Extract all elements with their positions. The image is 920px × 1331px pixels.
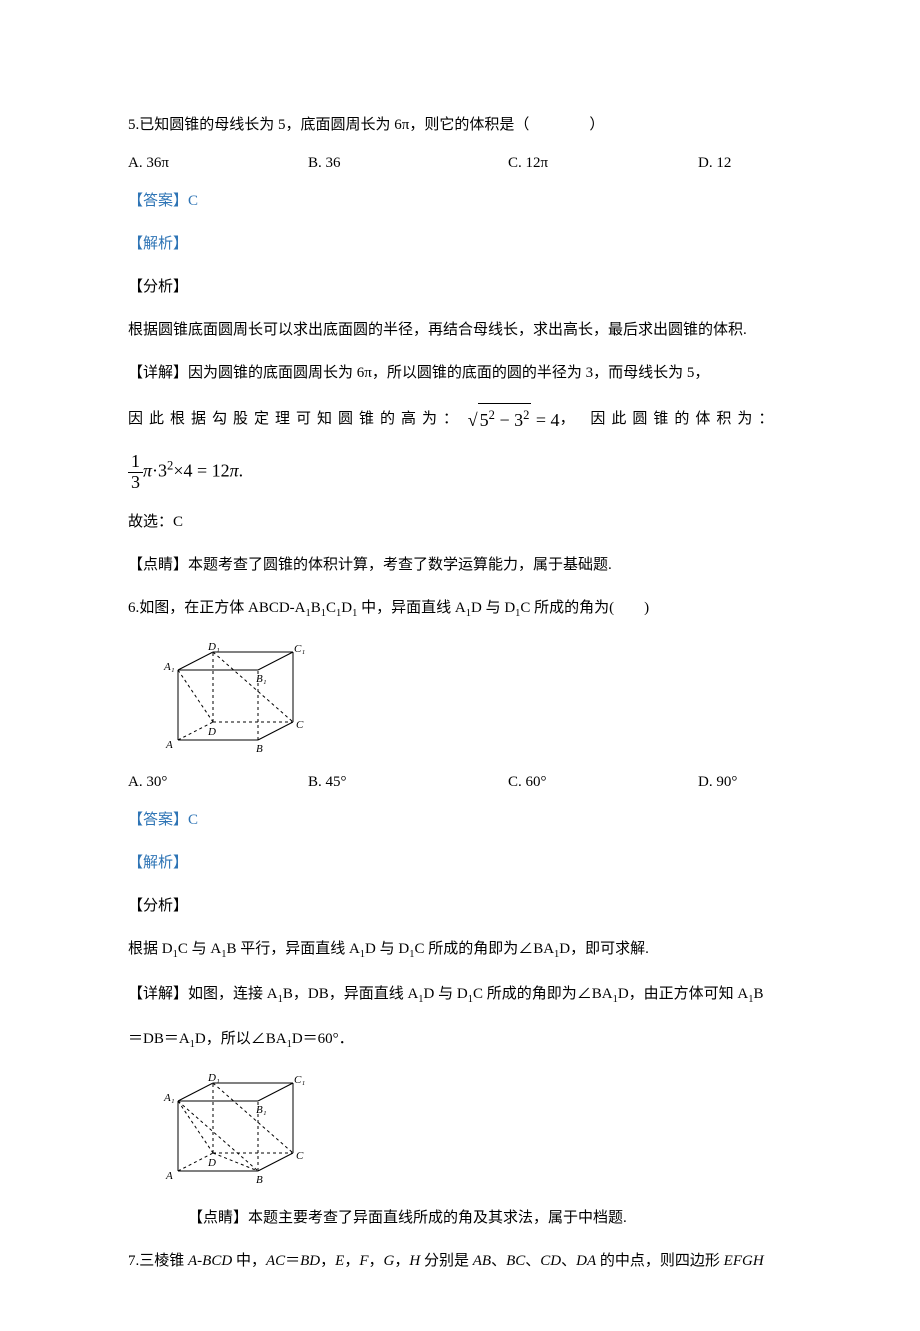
q6-stem-m2: C [326, 600, 336, 616]
q6-cube-diagram-2: A B C D A₁ B₁ C₁ D₁ [158, 1071, 792, 1191]
q6-stem-p2: D 与 D [471, 600, 515, 616]
q5-analysis-label: 【解析】 [128, 231, 792, 258]
q5-formula2: 1 3 π·32×4 = 12π. [128, 452, 792, 493]
q6-stem-pre: 6.如图，在正方体 ABCD-A [128, 600, 306, 616]
q6-d-2: B，DB，异面直线 A [283, 986, 418, 1002]
svg-text:D₁: D₁ [207, 641, 220, 653]
q6-detail-line1: 【详解】如图，连接 A1B，DB，异面直线 A1D 与 D1C 所成的角即为∠B… [128, 981, 792, 1010]
dianjing-label: 【点睛】 [188, 1210, 248, 1226]
q5-options: A. 36π B. 36 C. 12π D. 12 [128, 155, 792, 172]
q5-detail-line2: 因此根据勾股定理可知圆锥的高为： √52 − 32 = 4 ， 因此圆锥的体积为… [128, 403, 792, 436]
q6-opt-c: C. 60° [508, 774, 698, 791]
frac-den: 3 [128, 473, 143, 493]
svg-text:C: C [296, 719, 304, 731]
answer-value: C [188, 812, 198, 828]
svg-text:A₁: A₁ [163, 1092, 175, 1104]
q5-fenxi-label: 【分析】 [128, 274, 792, 301]
cube-icon: A B C D A₁ B₁ C₁ D₁ [158, 1071, 308, 1186]
fraction-icon: 1 3 [128, 452, 143, 493]
frac-num: 1 [128, 452, 143, 473]
detail-line2-pre: 因此根据勾股定理可知圆锥的高为： [128, 411, 464, 427]
svg-text:A: A [165, 1170, 173, 1182]
sqrt-formula: √52 − 32 = 4 [468, 403, 560, 436]
detail-text: 因为圆锥的底面圆周长为 6π，所以圆锥的底面的圆的半径为 3，而母线长为 5， [188, 365, 709, 381]
q5-opt-b: B. 36 [308, 155, 508, 172]
detail-label: 【详解】 [128, 986, 188, 1002]
q6-opt-a: A. 30° [128, 774, 308, 791]
q6-stem: 6.如图，在正方体 ABCD-A1B1C1D1 中，异面直线 A1D 与 D1C… [128, 595, 792, 624]
q6-d2-1: ＝DB＝A [128, 1031, 190, 1047]
svg-text:D: D [207, 1157, 216, 1169]
q6-answer: 【答案】C [128, 807, 792, 834]
q6-d-5: D，由正方体可知 A [618, 986, 748, 1002]
cube-icon: A B C D A₁ B₁ C₁ D₁ [158, 640, 308, 755]
q6-fx-5: C 所成的角即为∠BA [414, 941, 554, 957]
q6-stem-p3: C 所成的角为( ) [520, 600, 649, 616]
q5-fenxi-text: 根据圆锥底面圆周长可以求出底面圆的半径，再结合母线长，求出高长，最后求出圆锥的体… [128, 317, 792, 344]
q6-fx-3: B 平行，异面直线 A [226, 941, 359, 957]
q6-d-6: B [753, 986, 763, 1002]
q6-d-3: D 与 D [424, 986, 468, 1002]
svg-text:A: A [165, 739, 173, 751]
q5-opt-a: A. 36π [128, 155, 308, 172]
q6-fx-2: C 与 A [178, 941, 221, 957]
q6-fx-1: 根据 D [128, 941, 173, 957]
q6-detail-line2: ＝DB＝A1D，所以∠BA1D＝60°． [128, 1026, 792, 1055]
svg-text:B₁: B₁ [256, 1104, 267, 1116]
q6-stem-m1: B [311, 600, 321, 616]
q6-cube-diagram-1: A B C D A₁ B₁ C₁ D₁ [158, 640, 792, 760]
q5-detail-line1: 【详解】因为圆锥的底面圆周长为 6π，所以圆锥的底面的圆的半径为 3，而母线长为… [128, 360, 792, 387]
q5-stem: 5.已知圆锥的母线长为 5，底面圆周长为 6π，则它的体积是（ ） [128, 112, 792, 139]
answer-value: C [188, 193, 198, 209]
q6-d-4: C 所成的角即为∠BA [473, 986, 613, 1002]
dianjing-label: 【点睛】 [128, 557, 188, 573]
q6-options: A. 30° B. 45° C. 60° D. 90° [128, 774, 792, 791]
q6-d-1: 如图，连接 A [188, 986, 278, 1002]
q6-fenxi-text: 根据 D1C 与 A1B 平行，异面直线 A1D 与 D1C 所成的角即为∠BA… [128, 936, 792, 965]
svg-text:D₁: D₁ [207, 1072, 220, 1084]
svg-text:D: D [207, 726, 216, 738]
detail-label: 【详解】 [128, 365, 188, 381]
q5-opt-c: C. 12π [508, 155, 698, 172]
svg-text:B₁: B₁ [256, 673, 267, 685]
answer-label: 【答案】 [128, 812, 188, 828]
svg-text:C₁: C₁ [294, 643, 305, 655]
svg-text:C₁: C₁ [294, 1074, 305, 1086]
detail-line2-post: ， 因此圆锥的体积为： [560, 411, 780, 427]
q6-stem-m3: D [341, 600, 352, 616]
q6-opt-d: D. 90° [698, 774, 778, 791]
q5-dianjing: 【点睛】本题考查了圆锥的体积计算，考查了数学运算能力，属于基础题. [128, 552, 792, 579]
q6-stem-p1: 中，异面直线 A [357, 600, 465, 616]
dianjing-text: 本题主要考查了异面直线所成的角及其求法，属于中档题. [248, 1210, 627, 1226]
q5-guxuan: 故选：C [128, 509, 792, 536]
svg-text:B: B [256, 743, 263, 755]
q7-stem: 7.三棱锥 A‑BCD 中，AC＝BD，E，F，G，H 分别是 AB、BC、CD… [128, 1248, 792, 1275]
q5-opt-d: D. 12 [698, 155, 778, 172]
q6-fenxi-label: 【分析】 [128, 893, 792, 920]
q6-d2-3: D＝60°． [292, 1031, 354, 1047]
answer-label: 【答案】 [128, 193, 188, 209]
detail-end: . [239, 461, 244, 481]
q6-d2-2: D，所以∠BA [195, 1031, 287, 1047]
q6-fx-4: D 与 D [365, 941, 409, 957]
q6-analysis-label: 【解析】 [128, 850, 792, 877]
q6-dianjing: 【点睛】本题主要考查了异面直线所成的角及其求法，属于中档题. [128, 1205, 792, 1232]
q6-opt-b: B. 45° [308, 774, 508, 791]
svg-text:C: C [296, 1150, 304, 1162]
svg-text:A₁: A₁ [163, 661, 175, 673]
dianjing-text: 本题考查了圆锥的体积计算，考查了数学运算能力，属于基础题. [188, 557, 612, 573]
q6-fx-6: D，即可求解. [559, 941, 649, 957]
svg-text:B: B [256, 1174, 263, 1186]
q5-answer: 【答案】C [128, 188, 792, 215]
